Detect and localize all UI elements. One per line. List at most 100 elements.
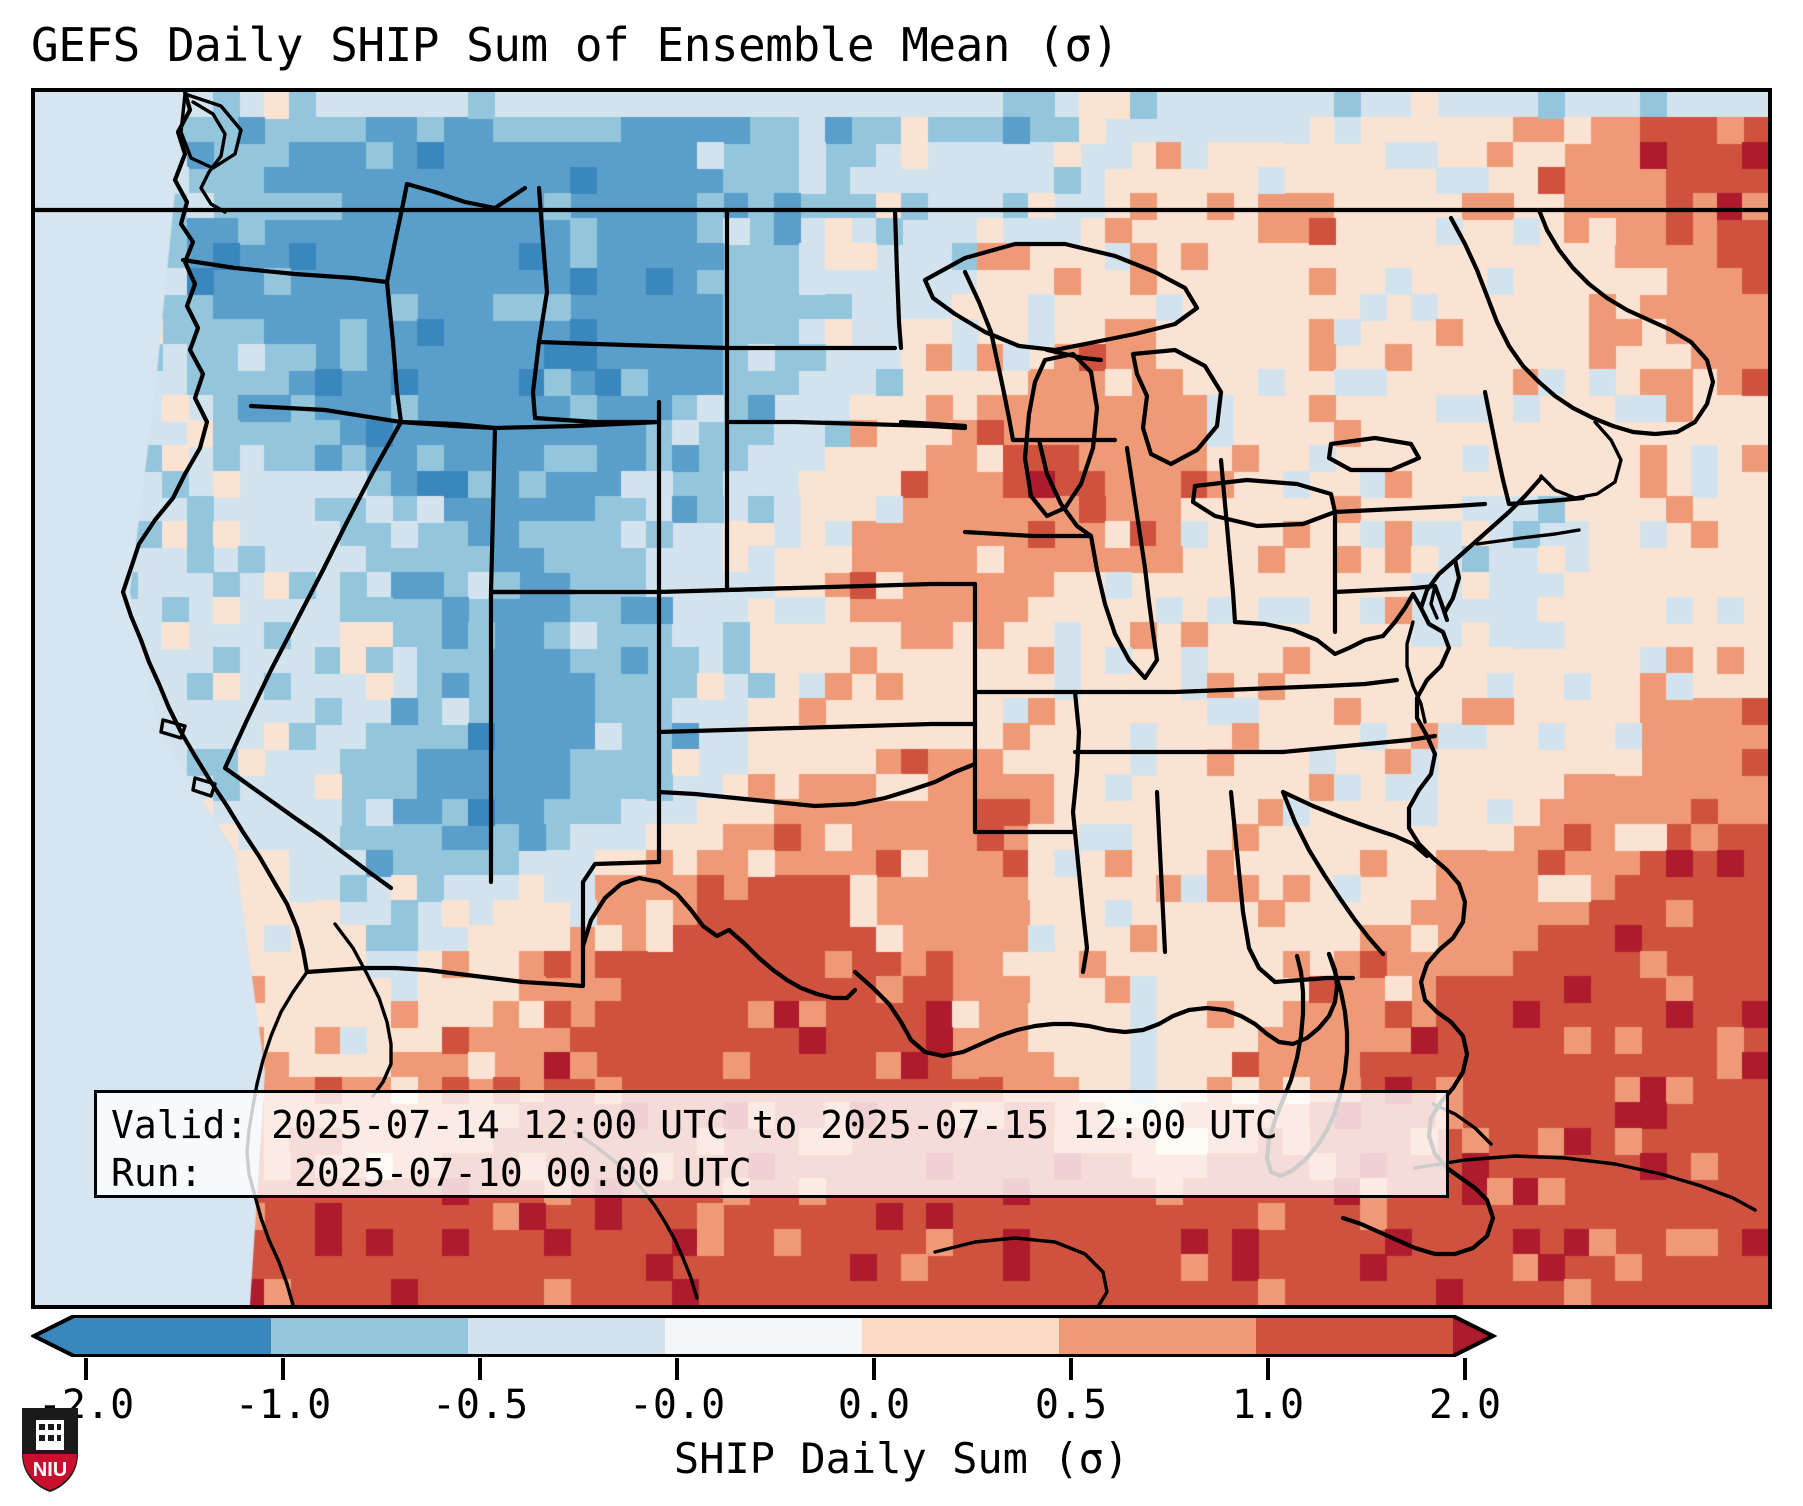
state-border-al-ga xyxy=(1228,789,1278,985)
colorbar-ticks xyxy=(31,1358,1772,1380)
colorbar-tick-labels: -2.0 -1.0 -0.5 -0.0 0.0 0.5 1.0 2.0 xyxy=(31,1382,1772,1432)
coastline-midatlantic xyxy=(1340,475,1544,1257)
vancouver-island xyxy=(179,92,243,170)
colorbar-tick-label: 0.5 xyxy=(1034,1382,1108,1428)
colorbar-segment-6 xyxy=(1256,1317,1453,1355)
colorbar-segment-0 xyxy=(74,1317,271,1355)
colorbar-title: SHIP Daily Sum (σ) xyxy=(673,1434,1130,1483)
state-border-mt-id-north xyxy=(404,181,528,211)
delaware-bay xyxy=(1429,584,1439,620)
state-border-ky-oh-wv xyxy=(1232,619,1386,657)
state-border-or-ca-id xyxy=(384,279,404,425)
colorbar-tick xyxy=(1463,1358,1467,1380)
state-border-la-ms xyxy=(1072,829,1090,975)
great-lakes-huron-erie xyxy=(1130,347,1224,467)
state-border-nj xyxy=(1442,557,1462,615)
state-border-ne-ks xyxy=(724,581,978,593)
state-border-id-mt-wy xyxy=(530,185,662,425)
state-border-il-in xyxy=(1124,445,1160,663)
colorbar-tick-label: 0.0 xyxy=(837,1382,911,1428)
geography-overlay xyxy=(35,92,1768,1305)
state-border-in-oh xyxy=(1218,457,1238,625)
coastline-pacific xyxy=(120,92,310,975)
colorbar-tick xyxy=(675,1358,679,1380)
state-border-mo-il xyxy=(1088,533,1160,681)
state-border-ny-vt-nh xyxy=(1482,389,1512,507)
colorbar-gradient xyxy=(74,1317,1453,1355)
great-lakes-ontario xyxy=(1326,435,1422,473)
colorbar-tick xyxy=(281,1358,285,1380)
niu-logo: NIU xyxy=(22,1408,78,1492)
colorbar-segment-3 xyxy=(665,1317,862,1355)
state-border-ia-il xyxy=(1036,437,1094,539)
colorbar-tick xyxy=(872,1358,876,1380)
state-border-mn-ia xyxy=(898,419,968,429)
colorbar-tick-label: 1.0 xyxy=(1231,1382,1305,1428)
colorbar-tick xyxy=(1069,1358,1073,1380)
valid-time-text: Valid: 2025-07-14 12:00 UTC to 2025-07-1… xyxy=(111,1103,1278,1147)
state-border-ks-ok xyxy=(656,721,978,735)
state-border-ky-tn xyxy=(1122,677,1400,695)
colorbar-tick xyxy=(1266,1358,1270,1380)
coastline-texas xyxy=(726,927,858,1001)
state-border-mi-up xyxy=(1044,347,1104,363)
great-lakes-superior xyxy=(922,241,1200,353)
state-border-nc-sc xyxy=(1280,789,1430,859)
state-border-id-nv-ut xyxy=(398,419,498,431)
colorbar-segment-4 xyxy=(862,1317,1059,1355)
colorbar-segment-1 xyxy=(271,1317,468,1355)
channel-islands-a xyxy=(159,718,187,740)
great-lakes-michigan xyxy=(1022,351,1100,519)
state-border-mn-wi xyxy=(962,269,1016,443)
state-border-pa-md xyxy=(1332,583,1438,595)
state-border-wv-va xyxy=(1380,591,1424,639)
state-border-sc-ga xyxy=(1280,789,1386,957)
state-border-ca-nv xyxy=(222,419,404,839)
colorbar-segment-2 xyxy=(468,1317,665,1355)
state-border-sd-ne xyxy=(724,419,968,431)
colorbar-segment-5 xyxy=(1059,1317,1256,1355)
border-mexico xyxy=(304,875,732,989)
state-border-pa-ny xyxy=(1332,501,1488,515)
state-border-mt-wy xyxy=(536,339,730,351)
state-border-wa-or xyxy=(180,257,390,285)
colorbar-tick xyxy=(478,1358,482,1380)
state-border-ga-fl xyxy=(1272,975,1356,985)
coastline-longisland xyxy=(1475,528,1581,546)
state-border-ny-ma-ct xyxy=(1506,495,1586,507)
state-border-ok-tx xyxy=(656,761,978,809)
yucatan xyxy=(933,1236,1109,1305)
great-lakes-erie xyxy=(1190,477,1338,529)
coastline-puget xyxy=(191,100,227,214)
cuba xyxy=(1413,1154,1757,1212)
colorbar-under-arrow xyxy=(34,1317,74,1355)
state-border-ms-al xyxy=(1154,789,1168,955)
colorbar-tick-label: 2.0 xyxy=(1428,1382,1502,1428)
state-border-nm-tx-south xyxy=(580,859,662,949)
state-border-ia-mo xyxy=(962,529,1094,539)
coastline-newengland xyxy=(1539,420,1623,500)
state-border-wa-id xyxy=(384,181,410,285)
baja-gulf xyxy=(333,922,393,1098)
run-time-text: Run: 2025-07-10 00:00 UTC xyxy=(111,1151,752,1195)
colorbar-tick-label: -0.0 xyxy=(628,1382,726,1428)
channel-islands-b xyxy=(191,776,217,798)
state-border-or-nv xyxy=(248,403,404,425)
colorbar-tick-label: -1.0 xyxy=(234,1382,332,1428)
colorbar-over-arrow xyxy=(1453,1317,1493,1355)
page-title: GEFS Daily SHIP Sum of Ensemble Mean (σ) xyxy=(31,18,1119,72)
state-border-nv-az xyxy=(488,425,498,595)
map-plot-area: Valid: 2025-07-14 12:00 UTC to 2025-07-1… xyxy=(31,88,1772,1309)
state-border-ca-az xyxy=(318,833,394,891)
state-border-nd-mn xyxy=(892,207,904,351)
forecast-info-box: Valid: 2025-07-14 12:00 UTC to 2025-07-1… xyxy=(94,1090,1449,1198)
colorbar-tick-label: -0.5 xyxy=(431,1382,529,1428)
colorbar-tick xyxy=(84,1358,88,1380)
coastline-gulf xyxy=(852,951,1340,1059)
state-border-ar-ms xyxy=(1070,689,1082,835)
coastline-northeast xyxy=(1448,207,1716,437)
colorbar xyxy=(31,1315,1772,1375)
state-border-va-nc xyxy=(1280,733,1438,755)
niu-logo-text: NIU xyxy=(33,1459,67,1481)
chesapeake-bay xyxy=(1405,620,1427,724)
